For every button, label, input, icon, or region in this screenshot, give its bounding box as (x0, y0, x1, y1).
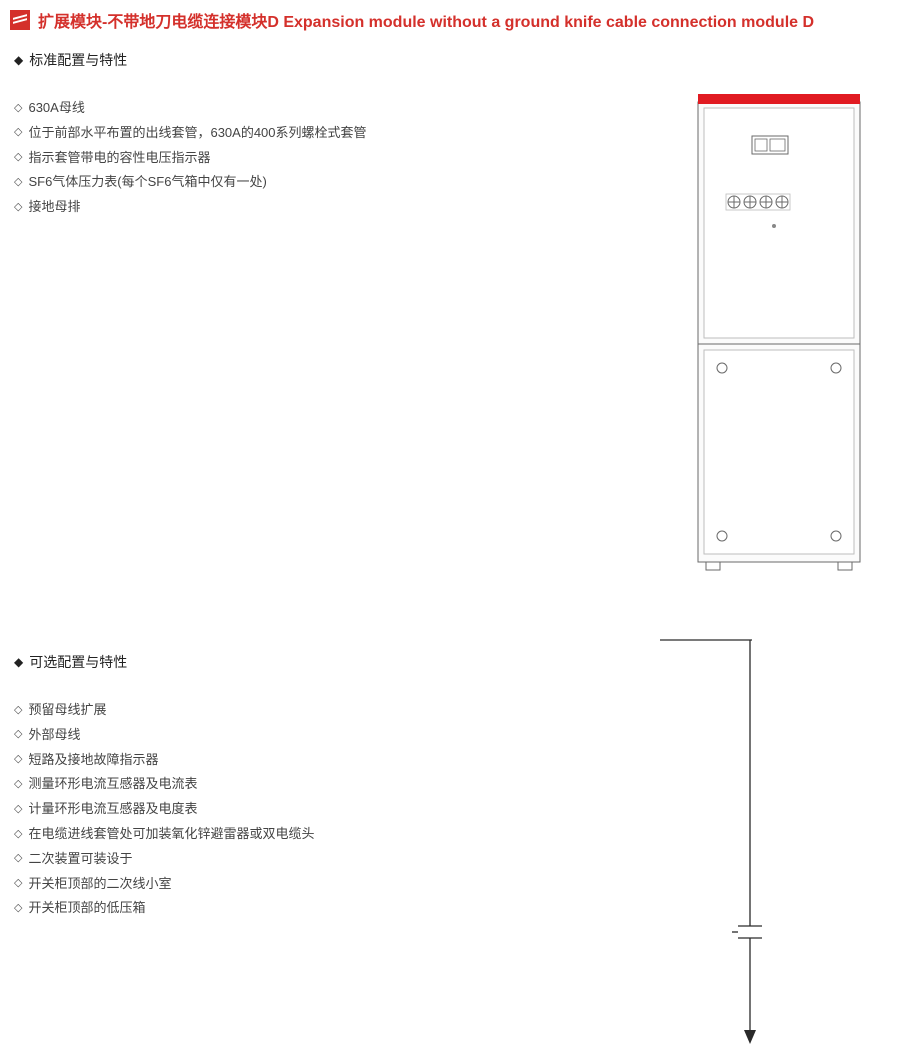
list-item: 接地母排 (14, 197, 554, 218)
list-item: 位于前部水平布置的出线套管，630A的400系列螺栓式套管 (14, 123, 554, 144)
section1-list: 630A母线 位于前部水平布置的出线套管，630A的400系列螺栓式套管 指示套… (14, 98, 554, 218)
list-item: 测量环形电流互感器及电流表 (14, 774, 554, 795)
list-item: 在电缆进线套管处可加装氧化锌避雷器或双电缆头 (14, 824, 554, 845)
section2-heading: 可选配置与特性 (14, 652, 554, 672)
list-item: 630A母线 (14, 98, 554, 119)
page-title: 扩展模块-不带地刀电缆连接模块D Expansion module withou… (0, 0, 900, 32)
cabinet-diagram (694, 94, 864, 574)
list-item: 指示套管带电的容性电压指示器 (14, 148, 554, 169)
content-area: 标准配置与特性 630A母线 位于前部水平布置的出线套管，630A的400系列螺… (0, 32, 900, 50)
list-item: 预留母线扩展 (14, 700, 554, 721)
optional-config-section: 可选配置与特性 预留母线扩展 外部母线 短路及接地故障指示器 测量环形电流互感器… (14, 652, 554, 923)
list-item: 短路及接地故障指示器 (14, 750, 554, 771)
schematic-diagram (660, 632, 780, 1052)
list-item: 开关柜顶部的低压箱 (14, 898, 554, 919)
list-item: 计量环形电流互感器及电度表 (14, 799, 554, 820)
list-item: 开关柜顶部的二次线小室 (14, 874, 554, 895)
list-item: 外部母线 (14, 725, 554, 746)
section1-heading: 标准配置与特性 (14, 50, 554, 70)
title-text: 扩展模块-不带地刀电缆连接模块D Expansion module withou… (38, 8, 814, 32)
logo-icon (10, 10, 30, 30)
list-item: SF6气体压力表(每个SF6气箱中仅有一处) (14, 172, 554, 193)
section2-list: 预留母线扩展 外部母线 短路及接地故障指示器 测量环形电流互感器及电流表 计量环… (14, 700, 554, 919)
standard-config-section: 标准配置与特性 630A母线 位于前部水平布置的出线套管，630A的400系列螺… (14, 50, 554, 222)
list-item: 二次装置可装设于 (14, 849, 554, 870)
